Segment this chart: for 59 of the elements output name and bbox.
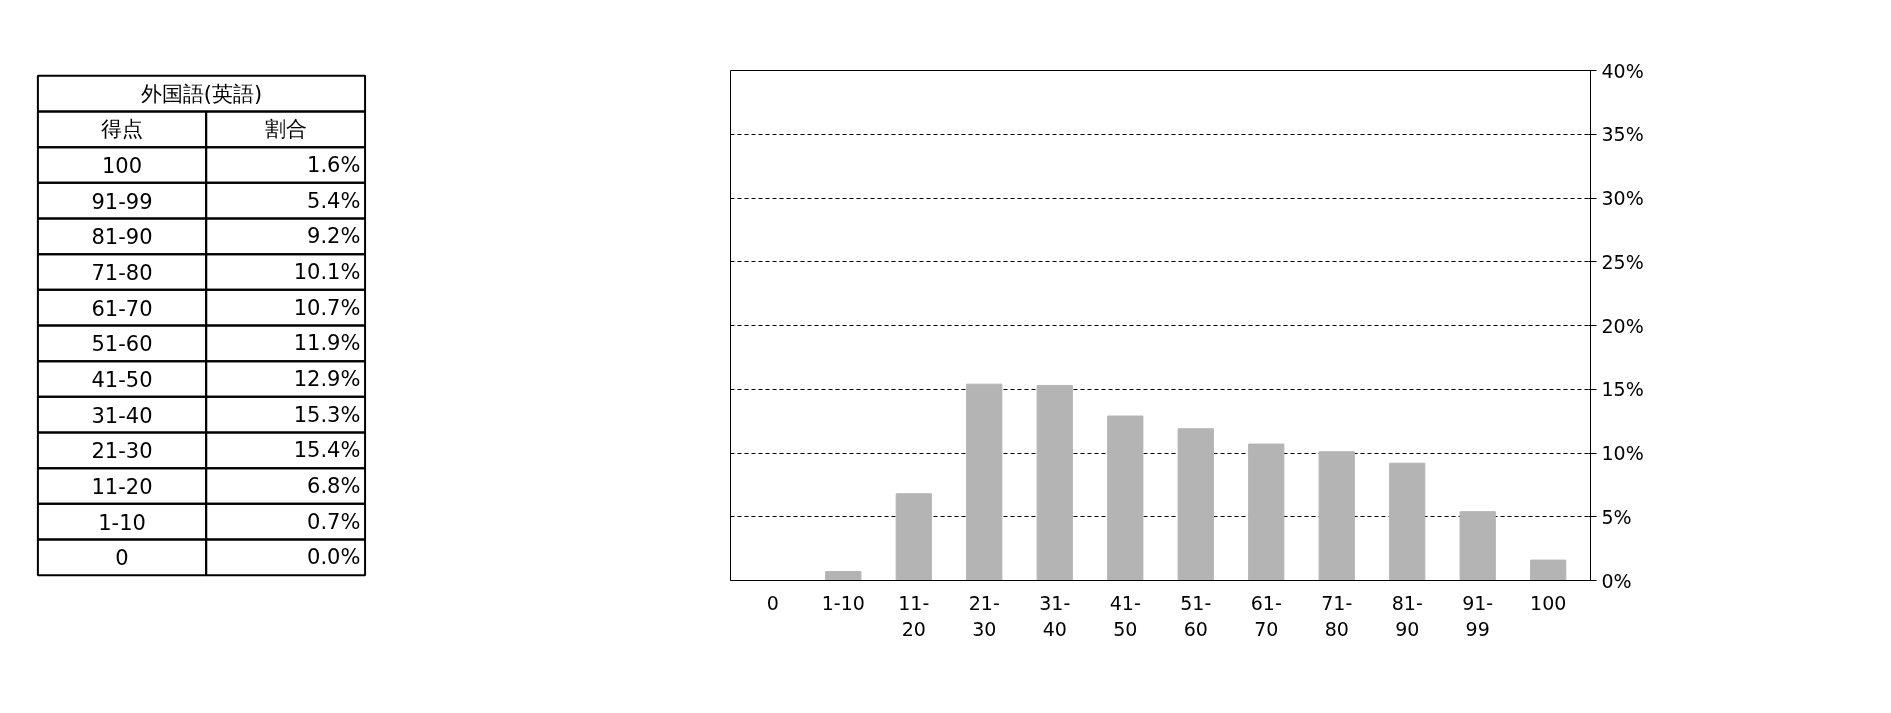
x-tick-label: 91-99 — [1462, 591, 1494, 640]
x-tick-label: 81-90 — [1391, 591, 1423, 640]
text: 15.3% — [293, 402, 361, 427]
text: 得点 — [101, 117, 144, 142]
bar — [1459, 511, 1496, 581]
bar — [895, 493, 932, 581]
bar — [1530, 559, 1567, 581]
text: 71-80 — [91, 261, 153, 285]
text: 91-99 — [91, 189, 153, 214]
text: 10.1% — [293, 260, 361, 284]
x-tick-label: 41-50 — [1109, 591, 1141, 640]
text: 11.9% — [293, 331, 361, 356]
text: 外国語(英語) — [140, 81, 263, 106]
y-tick-label: 10% — [1601, 442, 1644, 464]
bar — [1389, 462, 1426, 581]
y-tick-label: 5% — [1601, 505, 1632, 528]
text: 1-10 — [98, 510, 146, 535]
text: 5.4% — [307, 188, 361, 213]
y-tick-label: 15% — [1601, 378, 1644, 401]
y-tick-label: 20% — [1601, 314, 1644, 337]
y-tick-label: 25% — [1601, 250, 1644, 273]
text: 6.8% — [307, 473, 361, 498]
text: 1.6% — [307, 153, 361, 178]
text: 21-30 — [91, 439, 153, 464]
text: 12.9% — [293, 367, 361, 391]
y-tick-label: 0% — [1601, 569, 1632, 592]
x-tick-label: 31-40 — [1039, 591, 1071, 640]
bar — [966, 383, 1003, 581]
x-tick-label: 51-60 — [1180, 591, 1212, 640]
bar — [825, 571, 862, 581]
bar — [1248, 443, 1285, 581]
text: 9.2% — [307, 224, 361, 249]
y-tick-label: 40% — [1601, 59, 1644, 82]
text: 61-70 — [91, 296, 153, 321]
x-tick-label: 0 — [766, 591, 779, 614]
text: 0.0% — [307, 545, 361, 570]
text: 31-40 — [91, 403, 153, 428]
text: 51-60 — [91, 332, 153, 357]
y-tick-label: 30% — [1601, 187, 1644, 209]
text: 41-50 — [91, 368, 153, 392]
x-tick-label: 11-20 — [898, 591, 930, 640]
text: 0.7% — [307, 509, 361, 534]
x-tick-label: 21-30 — [968, 591, 1000, 640]
text: 81-90 — [91, 225, 153, 250]
text: 0 — [115, 546, 129, 571]
y-tick-label: 35% — [1601, 123, 1644, 146]
bar — [1036, 384, 1073, 581]
bar — [1318, 451, 1355, 581]
text: 15.4% — [293, 438, 361, 463]
text: 割合 — [264, 117, 307, 142]
bar — [1177, 428, 1214, 581]
x-tick-label: 71-80 — [1321, 591, 1353, 640]
x-tick-label: 100 — [1530, 591, 1567, 614]
x-tick-label: 61-70 — [1250, 591, 1282, 640]
text: 10.7% — [293, 295, 361, 320]
bar — [1107, 415, 1144, 581]
text: 11-20 — [91, 474, 153, 499]
text: 100 — [101, 154, 143, 179]
x-tick-label: 1-10 — [821, 591, 865, 614]
